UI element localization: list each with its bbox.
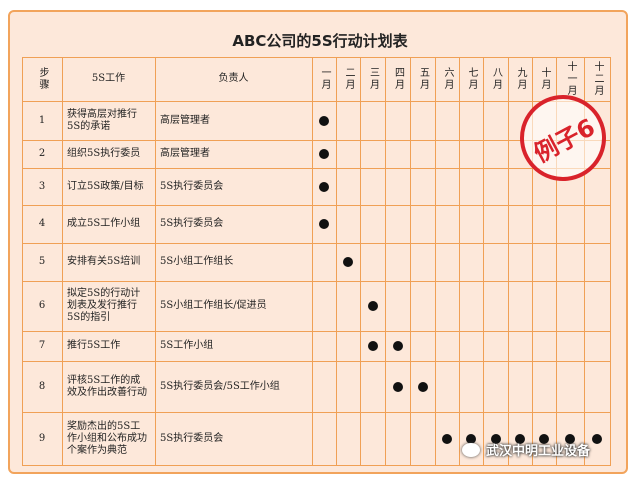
grid-line (22, 243, 611, 244)
grid-line (584, 57, 585, 465)
step-number: 9 (38, 432, 46, 444)
work-item: 评核5S工作的成效及作出改善行动 (67, 374, 147, 398)
header-month: 一月 (319, 67, 330, 91)
schedule-dot (319, 149, 329, 159)
grid-line (22, 281, 611, 282)
schedule-dot (592, 433, 602, 444)
work-item: 奖励杰出的5S工作小组和公布成功个案作为典范 (67, 420, 147, 456)
schedule-dot (319, 115, 329, 126)
header-month: 七月 (466, 67, 477, 91)
work-item: 获得高层对推行5S的承诺 (67, 108, 137, 132)
grid-line (22, 205, 611, 206)
owner: 高层管理者 (160, 148, 210, 159)
header-month: 十月 (539, 67, 550, 91)
schedule-dot (367, 301, 378, 311)
owner: 5S执行委员会 (160, 432, 224, 444)
grid-line (22, 331, 611, 332)
grid-line (22, 361, 611, 362)
step-number: 5 (38, 256, 46, 267)
schedule-dot (319, 181, 329, 192)
header-work: 5S工作 (91, 73, 126, 84)
watermark-text: 武汉中明工业设备 (486, 444, 591, 459)
owner: 5S执行委员会 (160, 218, 224, 229)
grid-line (556, 57, 557, 465)
grid-line (459, 57, 460, 465)
work-item: 组织5S执行委员 (67, 148, 141, 159)
grid-line (22, 465, 611, 466)
grid-line (22, 101, 611, 102)
header-month: 十二月 (592, 61, 603, 97)
work-item: 推行5S工作 (67, 340, 121, 351)
grid-line (62, 57, 63, 465)
header-month: 八月 (490, 67, 502, 91)
schedule-dot (417, 381, 428, 392)
header-owner: 负责人 (218, 73, 249, 84)
grid-line (435, 57, 436, 465)
grid-line (336, 57, 337, 465)
step-number: 3 (38, 180, 46, 192)
header-month: 二月 (343, 67, 354, 91)
step-number: 2 (38, 148, 46, 159)
work-item: 安排有关5S培训 (67, 256, 141, 267)
step-number: 6 (38, 300, 46, 311)
header-month: 六月 (442, 67, 453, 91)
schedule-dot (343, 257, 353, 267)
schedule-dot (515, 433, 525, 444)
schedule-dot (319, 219, 329, 229)
grid-line (410, 57, 411, 465)
grid-line (483, 57, 484, 465)
grid-line (508, 57, 509, 465)
grid-line (22, 57, 23, 465)
schedule-dot (367, 341, 378, 351)
schedule-dot (442, 433, 452, 444)
work-item: 拟定5S的行动计划表及发行推行5S的指引 (67, 288, 141, 323)
grid-line (22, 140, 611, 141)
grid-line (312, 57, 313, 465)
grid-line (385, 57, 386, 465)
grid-line (360, 57, 361, 465)
grid-line (22, 412, 611, 413)
step-number: 8 (38, 380, 46, 392)
owner: 5S工作小组 (160, 340, 214, 351)
work-item: 订立5S政策/目标 (67, 180, 144, 192)
title: ABC公司的5S行动计划表 (232, 32, 408, 50)
step-number: 1 (38, 114, 46, 126)
schedule-dot (490, 433, 501, 444)
grid-line (22, 57, 611, 58)
grid-line (610, 57, 611, 465)
header-month: 十一月 (565, 61, 576, 97)
schedule-dot (466, 433, 476, 444)
schedule-dot (565, 433, 575, 444)
schedule-dot (392, 341, 403, 351)
header-month: 九月 (515, 67, 526, 91)
owner: 5S小组工作组长 (160, 256, 234, 267)
work-item: 成立5S工作小组 (67, 218, 141, 229)
step-number: 4 (38, 218, 46, 229)
header-month: 五月 (417, 67, 429, 91)
schedule-dot (392, 381, 403, 392)
grid-line (532, 57, 533, 465)
owner: 5S执行委员会/5S工作小组 (160, 380, 280, 392)
owner: 5S执行委员会 (160, 180, 224, 192)
owner: 高层管理者 (160, 114, 210, 126)
header-month: 四月 (392, 67, 404, 91)
header-step: 步骤 (37, 67, 48, 91)
grid-line (155, 57, 156, 465)
watermark-icon (462, 442, 480, 457)
header-month: 三月 (367, 67, 379, 91)
grid-line (22, 168, 611, 169)
step-number: 7 (38, 340, 46, 351)
owner: 5S小组工作组长/促进员 (160, 300, 267, 311)
watermark: 武汉中明工业设备 (462, 440, 590, 459)
schedule-dot (539, 433, 549, 444)
table-card (8, 10, 628, 474)
